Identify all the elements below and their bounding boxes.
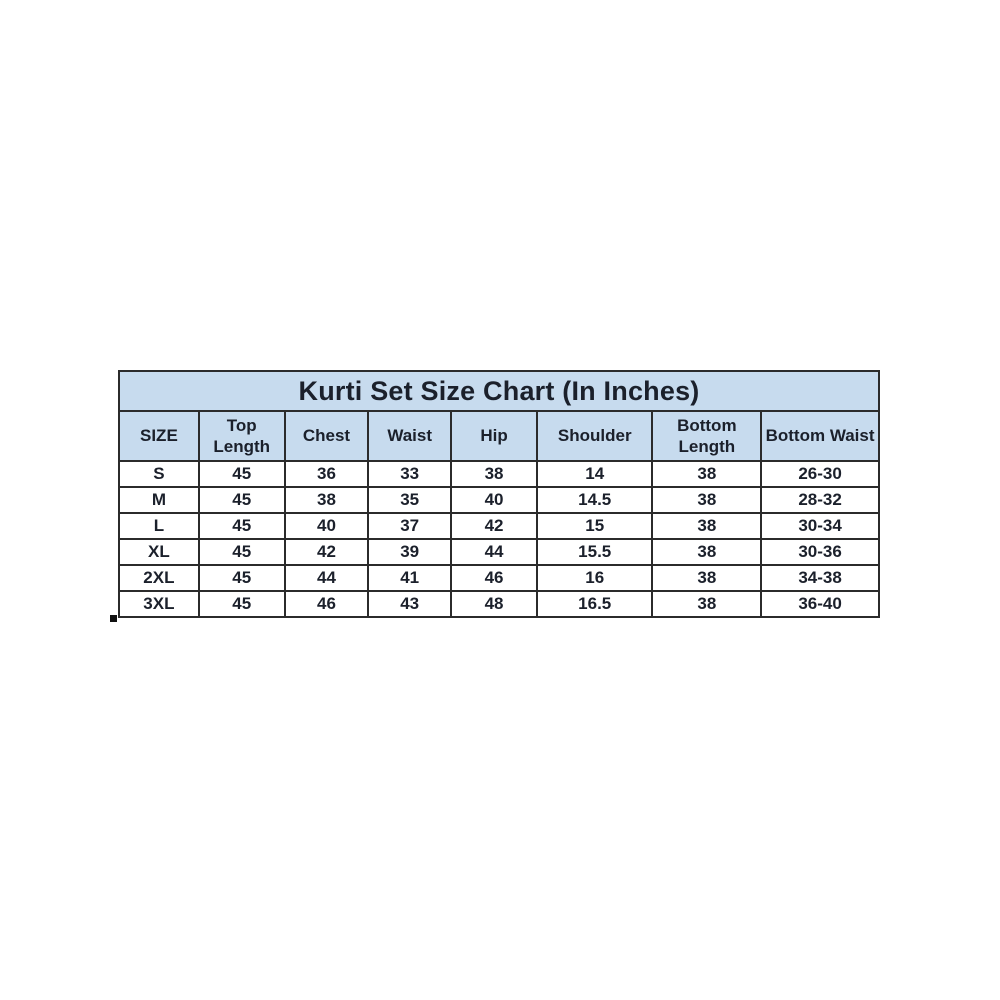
measurement-cell: 46 bbox=[450, 564, 538, 592]
column-header: Shoulder bbox=[535, 410, 654, 462]
column-header: Waist bbox=[367, 410, 453, 462]
table-body: S 45 36 33 38 14 38 26-30 M 45 38 35 40 14.5 38 28-32 L 4… bbox=[118, 460, 880, 618]
measurement-cell: 16 bbox=[535, 564, 654, 592]
measurement-cell: 45 bbox=[197, 486, 286, 514]
table-row: 2XL 45 44 41 46 16 38 34-38 bbox=[118, 564, 880, 592]
measurement-cell: 44 bbox=[283, 564, 370, 592]
column-header: Chest bbox=[283, 410, 370, 462]
measurement-cell: 15 bbox=[535, 512, 654, 540]
size-label-cell: 2XL bbox=[118, 564, 200, 592]
measurement-cell: 36-40 bbox=[760, 590, 880, 618]
measurement-cell: 14.5 bbox=[535, 486, 654, 514]
measurement-cell: 46 bbox=[283, 590, 370, 618]
column-header: Hip bbox=[450, 410, 538, 462]
measurement-cell: 42 bbox=[283, 538, 370, 566]
measurement-cell: 45 bbox=[197, 512, 286, 540]
measurement-cell: 37 bbox=[367, 512, 453, 540]
column-header: Bottom Waist bbox=[760, 410, 880, 462]
table-row: S 45 36 33 38 14 38 26-30 bbox=[118, 460, 880, 488]
measurement-cell: 16.5 bbox=[535, 590, 654, 618]
measurement-cell: 38 bbox=[651, 486, 763, 514]
table-corner-handle-mark bbox=[110, 615, 117, 622]
measurement-cell: 14 bbox=[535, 460, 654, 488]
measurement-cell: 38 bbox=[651, 512, 763, 540]
size-label-cell: 3XL bbox=[118, 590, 200, 618]
measurement-cell: 38 bbox=[651, 538, 763, 566]
table-row: 3XL 45 46 43 48 16.5 38 36-40 bbox=[118, 590, 880, 618]
measurement-cell: 41 bbox=[367, 564, 453, 592]
column-header: SIZE bbox=[118, 410, 200, 462]
size-label-cell: XL bbox=[118, 538, 200, 566]
measurement-cell: 36 bbox=[283, 460, 370, 488]
measurement-cell: 40 bbox=[283, 512, 370, 540]
column-header: Bottom Length bbox=[651, 410, 763, 462]
column-header: Top Length bbox=[197, 410, 286, 462]
measurement-cell: 38 bbox=[450, 460, 538, 488]
measurement-cell: 48 bbox=[450, 590, 538, 618]
title-row: Kurti Set Size Chart (In Inches) bbox=[118, 370, 880, 412]
table-row: L 45 40 37 42 15 38 30-34 bbox=[118, 512, 880, 540]
measurement-cell: 28-32 bbox=[760, 486, 880, 514]
measurement-cell: 15.5 bbox=[535, 538, 654, 566]
measurement-cell: 33 bbox=[367, 460, 453, 488]
measurement-cell: 38 bbox=[651, 564, 763, 592]
size-chart-container: Kurti Set Size Chart (In Inches) SIZE Top… bbox=[110, 370, 880, 622]
measurement-cell: 38 bbox=[283, 486, 370, 514]
size-label-cell: S bbox=[118, 460, 200, 488]
measurement-cell: 35 bbox=[367, 486, 453, 514]
measurement-cell: 26-30 bbox=[760, 460, 880, 488]
size-label-cell: L bbox=[118, 512, 200, 540]
size-label-cell: M bbox=[118, 486, 200, 514]
measurement-cell: 45 bbox=[197, 538, 286, 566]
table-row: XL 45 42 39 44 15.5 38 30-36 bbox=[118, 538, 880, 566]
measurement-cell: 38 bbox=[651, 460, 763, 488]
measurement-cell: 40 bbox=[450, 486, 538, 514]
measurement-cell: 45 bbox=[197, 460, 286, 488]
measurement-cell: 43 bbox=[367, 590, 453, 618]
measurement-cell: 30-36 bbox=[760, 538, 880, 566]
table-row: M 45 38 35 40 14.5 38 28-32 bbox=[118, 486, 880, 514]
header-row: SIZE Top Length Chest Waist Hip Shoulder Botto… bbox=[118, 410, 880, 462]
size-chart-table: Kurti Set Size Chart (In Inches) SIZE Top… bbox=[118, 370, 880, 618]
measurement-cell: 44 bbox=[450, 538, 538, 566]
measurement-cell: 30-34 bbox=[760, 512, 880, 540]
measurement-cell: 42 bbox=[450, 512, 538, 540]
measurement-cell: 39 bbox=[367, 538, 453, 566]
measurement-cell: 34-38 bbox=[760, 564, 880, 592]
measurement-cell: 45 bbox=[197, 564, 286, 592]
measurement-cell: 38 bbox=[651, 590, 763, 618]
table-title: Kurti Set Size Chart (In Inches) bbox=[118, 370, 880, 412]
measurement-cell: 45 bbox=[197, 590, 286, 618]
